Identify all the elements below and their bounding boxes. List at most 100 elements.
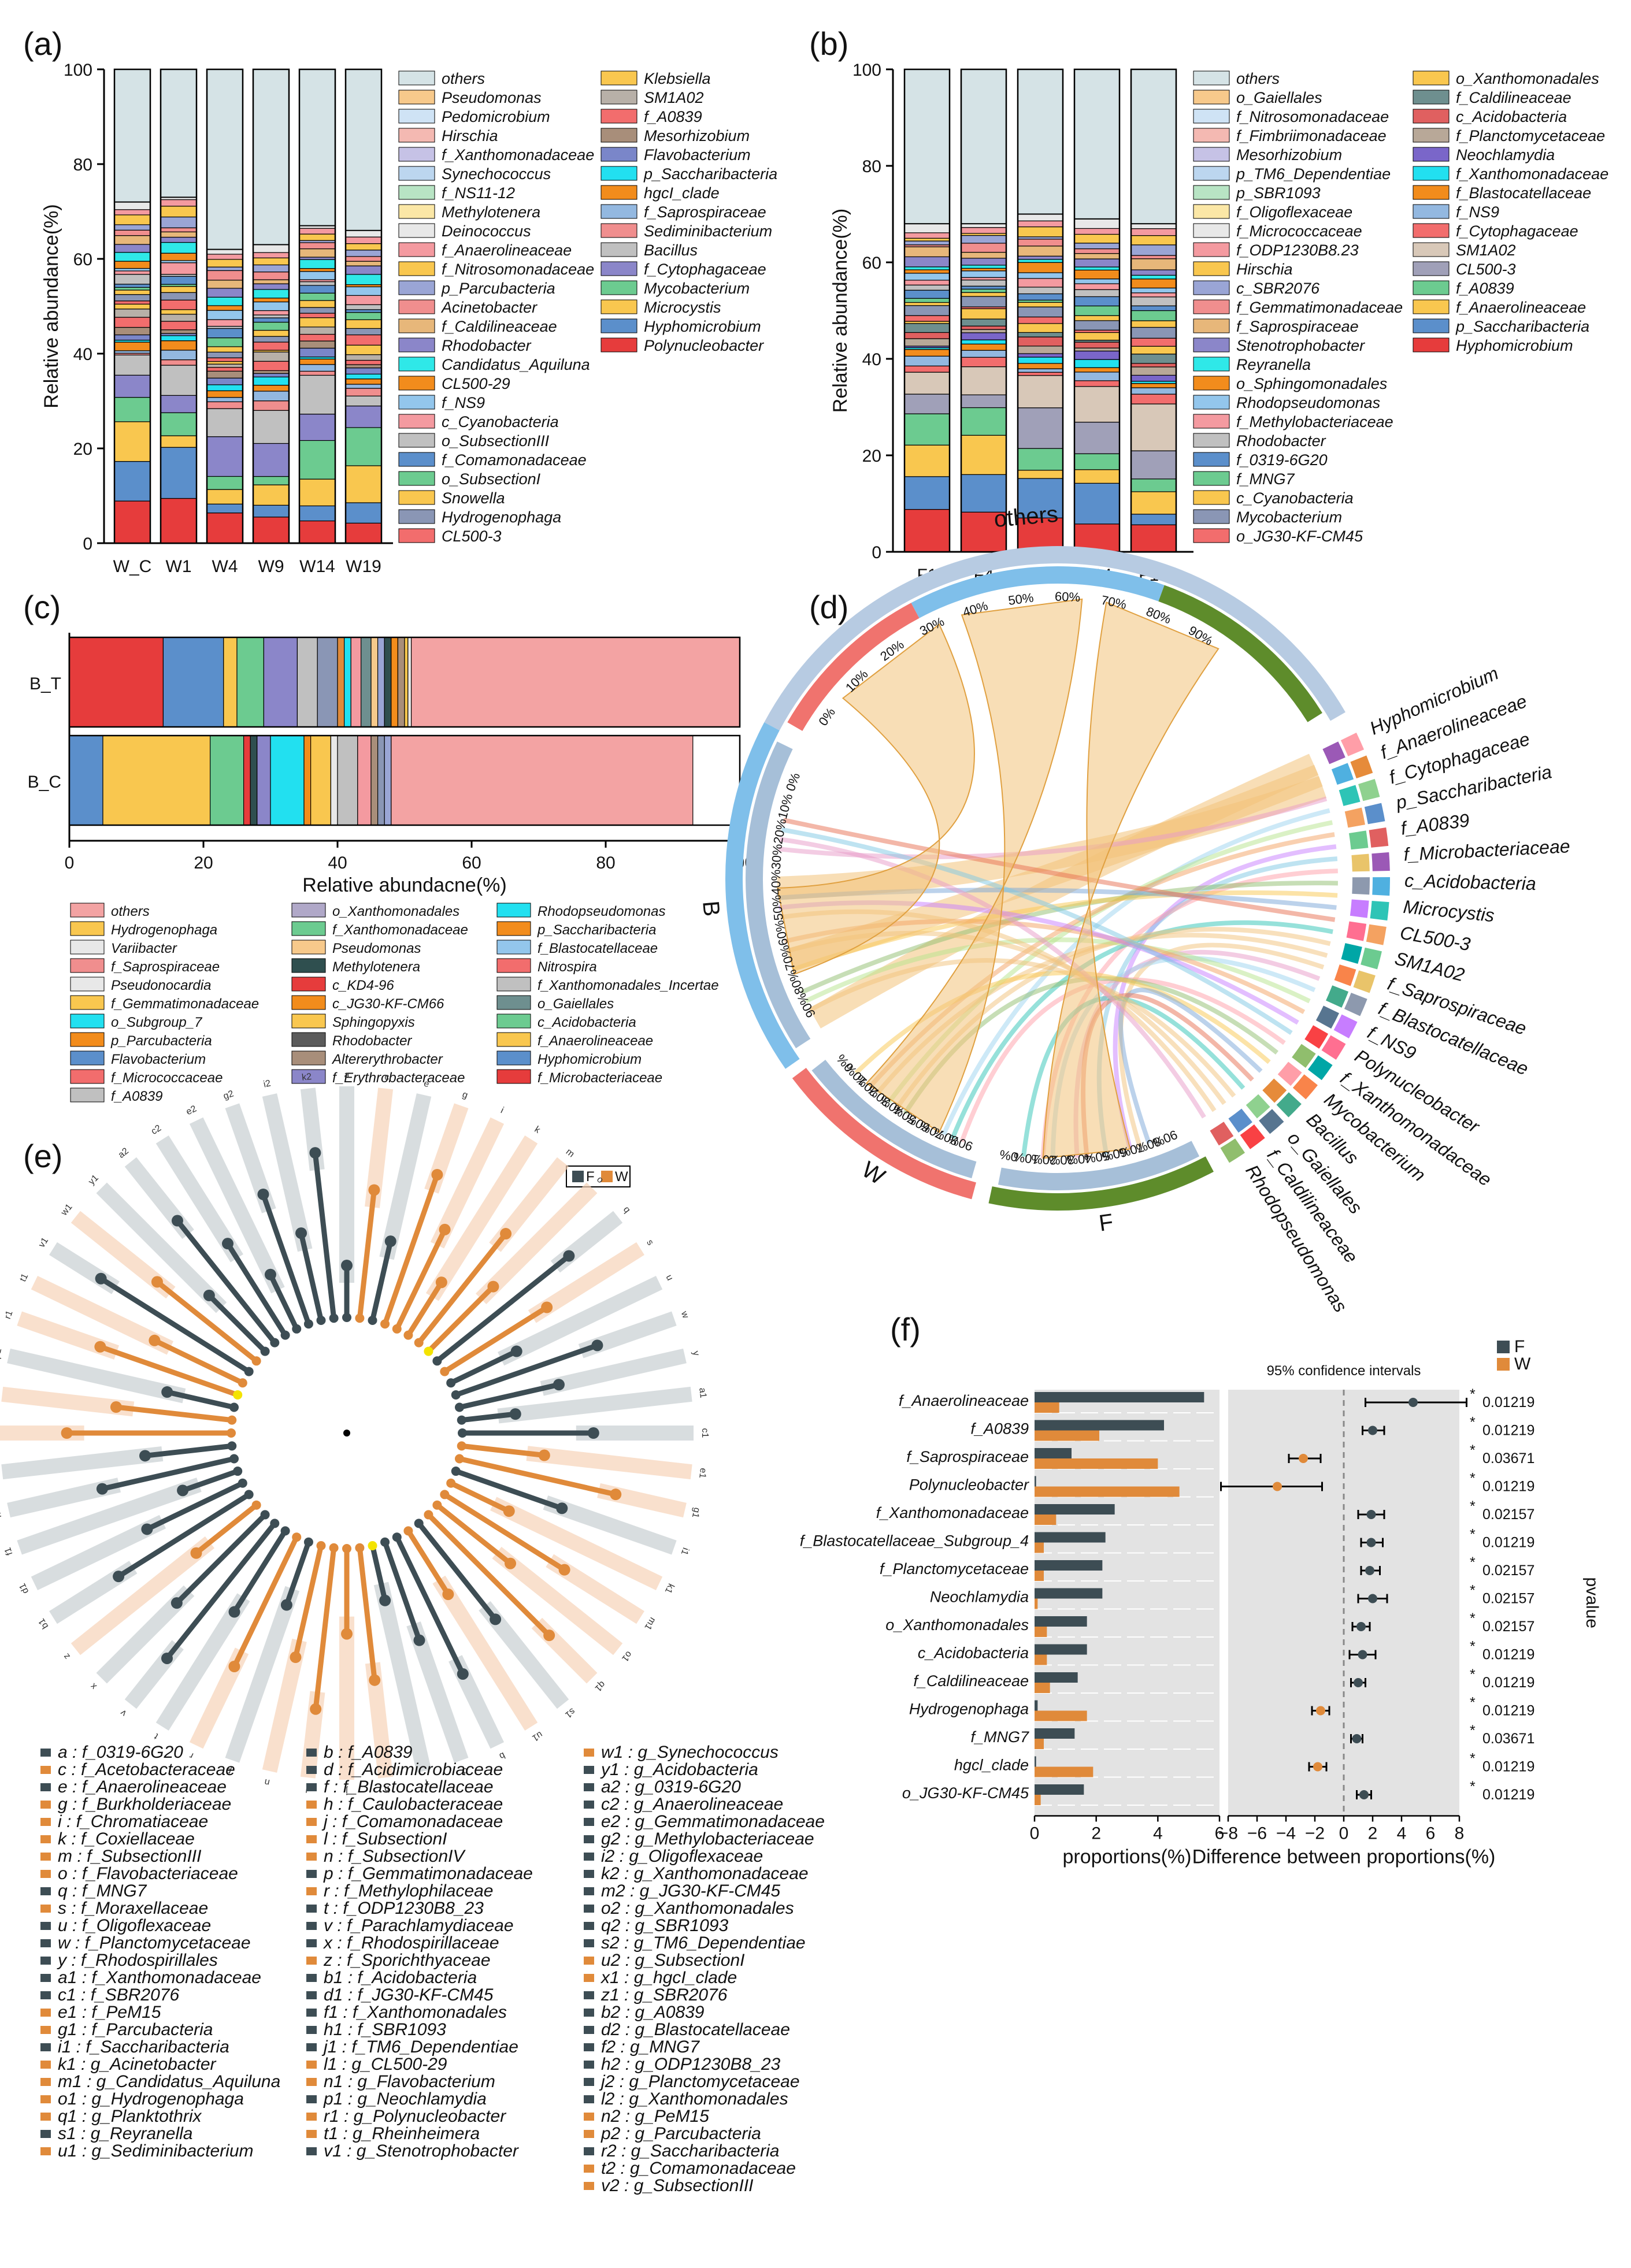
bar-segment [114, 421, 151, 462]
legend-label: Sphingopyxis [332, 1015, 415, 1030]
bar-segment [1130, 269, 1177, 276]
bar-outline [903, 68, 951, 553]
legend-swatch [1413, 128, 1450, 143]
bar-segment [253, 373, 290, 378]
lollipop-base [251, 1500, 261, 1510]
legend-label: f_Blastocatellaceae [1456, 184, 1591, 202]
lollipop-label: h1 [0, 1506, 3, 1519]
right-x-tick-label: 2 [1368, 1824, 1378, 1843]
bar-segment [253, 370, 290, 374]
y-axis-label: Relative abundance(%) [829, 209, 851, 413]
legend-swatch [1193, 147, 1230, 162]
diff-point [1273, 1482, 1282, 1491]
key-swatch [306, 1939, 317, 1947]
key-swatch [584, 2113, 594, 2121]
pvalue-axis-label: pvalue [1582, 1577, 1602, 1628]
lollipop-label: v1 [37, 1236, 50, 1249]
B-pct-tick: 30% [769, 844, 785, 870]
legend-swatch [398, 509, 435, 524]
key-swatch [40, 1749, 51, 1757]
lollipop-head [110, 1401, 122, 1413]
lollipop-head [221, 1238, 233, 1250]
lollipop-base [368, 1541, 377, 1550]
key-swatch [584, 1957, 594, 1965]
legend-swatch [70, 1087, 105, 1103]
bar-segment [345, 522, 382, 544]
lollipop-label: k2 [301, 1072, 312, 1083]
bar-segment [206, 377, 243, 385]
taxon-arc [1321, 1035, 1346, 1060]
p-value: 0.02157 [1482, 1506, 1534, 1523]
key-label: q2 : g_SBR1093 [601, 1916, 728, 1935]
legend-swatch [1193, 414, 1230, 429]
legend-label: CL500-3 [1456, 261, 1516, 278]
legend-swatch [291, 977, 326, 992]
lollipop-stem [417, 1232, 508, 1345]
diff-point [1359, 1790, 1369, 1799]
bar-segment-others [206, 69, 243, 250]
key-swatch [306, 1818, 317, 1826]
lollipop-base [403, 1526, 413, 1536]
legend-label: p_Saccharibacteria [643, 165, 777, 183]
key-swatch [306, 2043, 317, 2051]
key-label: g1 : f_Parcubacteria [58, 2020, 213, 2039]
legend-label: f_Saprospiraceae [1236, 318, 1359, 335]
key-label: i2 : g_Oligoflexaceae [601, 1847, 763, 1866]
lollipop-bg [71, 1536, 215, 1655]
key-label: a1 : f_Xanthomonadaceae [58, 1968, 261, 1987]
lollipop-head [203, 1289, 215, 1301]
bar-segment [961, 235, 1007, 244]
key-swatch [584, 1853, 594, 1861]
key-label: e : f_Anaerolineaceae [58, 1777, 227, 1796]
lollipop-bg [31, 1515, 166, 1591]
bar-segment [160, 359, 197, 366]
bar-segment [345, 261, 382, 266]
lollipop-base [229, 1402, 239, 1412]
bar-segment [904, 365, 950, 373]
sig-star: * [1470, 1610, 1476, 1627]
key-label: c : f_Acetobacteraceae [58, 1760, 235, 1779]
legend-swatch [600, 337, 637, 352]
legend-label: o_JG30-KF-CM45 [1236, 528, 1363, 545]
lollipop-head [341, 1260, 353, 1271]
bar-segment [114, 317, 151, 328]
key-swatch [584, 1905, 594, 1913]
lollipop-stem [261, 1193, 312, 1325]
bar-segment [345, 328, 382, 336]
legend-label: p_TM6_Dependentiae [1236, 165, 1391, 183]
lollipop-base [440, 1490, 450, 1499]
legend-swatch [1193, 242, 1230, 257]
legend-swatch [600, 261, 637, 276]
bar-segment [1074, 269, 1120, 280]
taxon-arc-inner [1326, 985, 1349, 1008]
lollipop-stem [225, 1242, 288, 1337]
bar-segment [1130, 346, 1177, 355]
lollipop-stem [458, 1456, 617, 1497]
legend-swatch [398, 490, 435, 505]
key-swatch [40, 2061, 51, 2069]
bar-segment [160, 498, 197, 544]
lollipop-bg [526, 1446, 692, 1480]
legend-swatch [1193, 395, 1230, 410]
taxon-arc-inner [1346, 921, 1367, 941]
lollipop-head [264, 1268, 276, 1280]
key-label: d2 : g_Blastocatellaceae [601, 2020, 790, 2039]
taxon-arc-inner [1262, 1078, 1287, 1103]
bar-F [1035, 1532, 1106, 1543]
sig-star: * [1470, 1415, 1476, 1431]
group-arc-others-F [1158, 585, 1322, 722]
left-x-label: proportions(%) [1063, 1846, 1192, 1868]
lollipop-base [316, 1541, 326, 1550]
lollipop-base [233, 1390, 243, 1400]
legend-label-F: F [1514, 1337, 1525, 1356]
lollipop-stem [99, 1344, 239, 1398]
lollipop-base [414, 1519, 424, 1528]
sig-star: * [1470, 1386, 1476, 1402]
diff-point [1358, 1650, 1367, 1660]
diff-point [1352, 1734, 1362, 1743]
bar-segment [299, 358, 336, 365]
bar-segment [1130, 310, 1177, 321]
bar-segment [1074, 453, 1120, 470]
legend-label: Deinococcus [442, 222, 531, 240]
taxon-arc-inner [1277, 1061, 1302, 1086]
